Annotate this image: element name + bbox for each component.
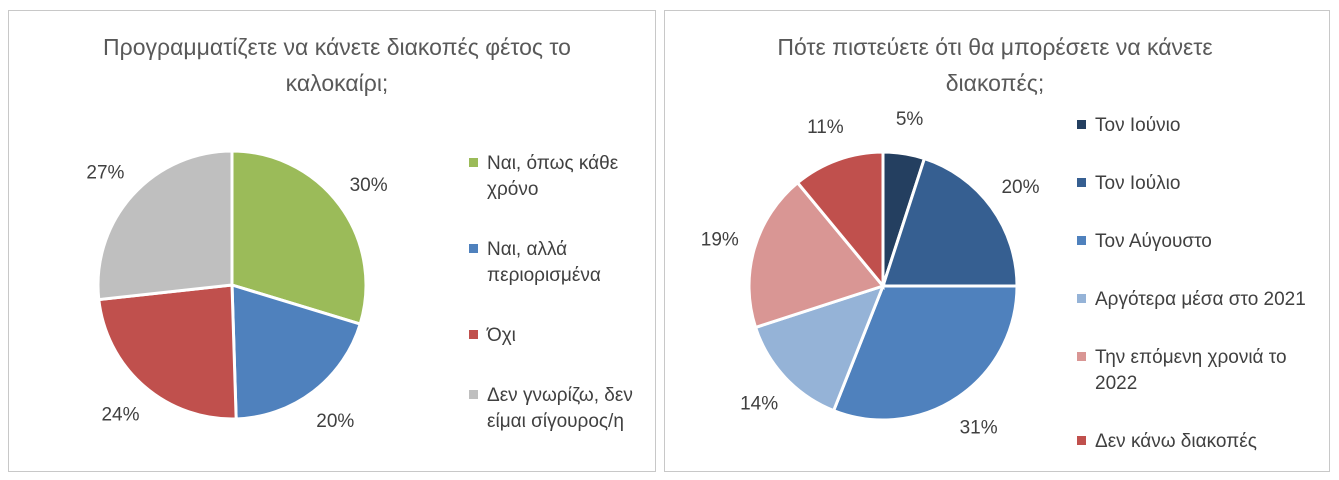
legend-label: 2022 — [1095, 373, 1137, 394]
data-label: 19% — [701, 230, 739, 251]
pie-chart-vacation-plans: Προγραμματίζετε να κάνετε διακοπές φέτος… — [86, 34, 633, 432]
pie-slice — [747, 180, 886, 330]
legend-label: Ναι, αλλά — [487, 239, 567, 260]
legend-label: Τον Αύγουστο — [1095, 231, 1212, 252]
data-label: 5% — [896, 109, 924, 130]
legend-marker — [469, 390, 478, 399]
chart-title-line: καλοκαίρι; — [286, 70, 389, 96]
legend-label: Τον Ιούλιο — [1095, 173, 1180, 194]
chart-title-line: Προγραμματίζετε να κάνετε διακοπές φέτος… — [103, 34, 571, 60]
data-label: 27% — [86, 163, 124, 184]
chart-panel-vacation-timing: Πότε πιστεύετε ότι θα μπορέσετε να κάνετ… — [664, 10, 1330, 472]
chart-title-line: διακοπές; — [946, 70, 1045, 96]
legend-label: Δεν γνωρίζω, δεν — [487, 385, 633, 406]
legend-label: Τον Ιούνιο — [1095, 115, 1180, 136]
pie-chart-vacation-timing: Πότε πιστεύετε ότι θα μπορέσετε να κάνετ… — [701, 34, 1306, 452]
legend-marker — [1077, 294, 1086, 303]
data-label: 14% — [740, 393, 778, 414]
pie-slice — [230, 149, 368, 326]
pie-slice — [230, 282, 363, 421]
legend-marker — [469, 330, 478, 339]
chart-title-line: Πότε πιστεύετε ότι θα μπορέσετε να κάνετ… — [777, 34, 1212, 60]
legend-label: Την επόμενη χρονιά το — [1095, 347, 1287, 368]
pie-slice — [96, 149, 234, 302]
legend-label: Αργότερα μέσα στο 2021 — [1095, 289, 1306, 310]
pie-slice — [831, 284, 1019, 422]
legend-label: Ναι, όπως κάθε — [487, 153, 619, 174]
data-label: 24% — [101, 404, 139, 425]
legend-marker — [1077, 178, 1086, 187]
pie-slice — [97, 283, 238, 421]
data-label: 11% — [807, 117, 844, 138]
legend-label: είμαι σίγουρος/η — [487, 411, 624, 432]
legend-label: περιορισμένα — [487, 265, 601, 286]
data-label: 30% — [350, 175, 388, 196]
data-label: 20% — [1001, 177, 1039, 198]
legend-marker — [1077, 120, 1086, 129]
legend-marker — [1077, 352, 1086, 361]
legend-label: Δεν κάνω διακοπές — [1095, 431, 1257, 452]
pie-slice — [795, 150, 885, 291]
pie-slice — [880, 156, 1019, 288]
data-label: 20% — [316, 411, 354, 432]
data-label: 31% — [960, 418, 998, 439]
chart-panel-vacation-plans: Προγραμματίζετε να κάνετε διακοπές φέτος… — [8, 10, 656, 472]
legend-marker — [469, 158, 478, 167]
legend-marker — [469, 244, 478, 253]
legend-label: χρόνο — [487, 179, 538, 200]
legend-marker — [1077, 436, 1086, 445]
legend-marker — [1077, 236, 1086, 245]
legend-label: Όχι — [486, 325, 516, 346]
